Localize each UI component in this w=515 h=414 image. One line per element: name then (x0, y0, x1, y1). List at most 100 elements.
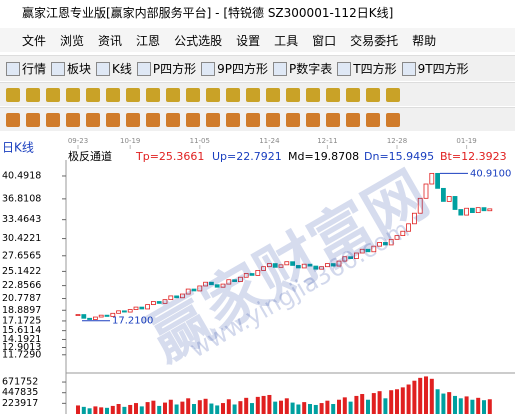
tool-icon[interactable] (166, 112, 180, 127)
tool-icon[interactable] (66, 87, 80, 102)
tool-icon[interactable] (306, 112, 320, 127)
tool-icon[interactable] (326, 112, 340, 127)
candle (406, 223, 412, 232)
indicator-param: Md=19.8708 (288, 150, 359, 163)
tool-icon[interactable] (286, 87, 300, 102)
tool-icon[interactable] (266, 112, 280, 127)
menu-item[interactable]: 浏览 (60, 33, 85, 48)
volume-bar (435, 389, 440, 414)
volume-bar (273, 401, 278, 414)
volume-bar (226, 399, 231, 414)
tool-icon[interactable] (226, 87, 240, 102)
tool-icon[interactable] (366, 87, 380, 102)
tool-icon[interactable] (366, 112, 380, 127)
candle (429, 172, 435, 185)
toolbar-button[interactable]: T四方形 (337, 60, 397, 77)
annotation: 40.9100 (470, 168, 511, 179)
tool-icon[interactable] (286, 112, 300, 127)
menu-item[interactable]: 江恩 (136, 33, 161, 48)
volume-bar (464, 396, 469, 414)
tool-icon[interactable] (246, 87, 260, 102)
candle (475, 207, 481, 214)
candle (411, 212, 417, 225)
tool-icon[interactable] (106, 87, 120, 102)
tool-icon[interactable] (206, 112, 220, 127)
menu-item[interactable]: 窗口 (312, 33, 337, 48)
candle (87, 317, 92, 320)
volume-bar (151, 400, 156, 414)
tool-icon[interactable] (386, 87, 400, 102)
y-tick-label: 11.7290 (2, 349, 41, 360)
menu-item[interactable]: 公式选股 (174, 33, 223, 48)
y-tick-label: 30.4221 (2, 233, 41, 244)
tool-icon[interactable] (166, 87, 180, 102)
toolbar-button[interactable]: 9P四方形 (201, 60, 268, 77)
tool-icon[interactable] (346, 112, 360, 127)
volume-bar (400, 387, 405, 414)
menu-item[interactable]: 工具 (274, 33, 299, 48)
menu-item[interactable]: 交易委托 (350, 33, 399, 48)
date-label: 01-19 (456, 137, 476, 145)
candle (162, 299, 168, 304)
tool-icon[interactable] (46, 112, 60, 127)
tool-icon[interactable] (66, 112, 80, 127)
volume-tick-label: 671752 (2, 377, 38, 388)
tool-icon[interactable] (206, 87, 220, 102)
volume-bar (342, 397, 347, 414)
candle (278, 264, 284, 268)
candle (168, 295, 174, 301)
tool-icon[interactable] (306, 87, 320, 102)
candle (382, 242, 388, 246)
toolbar-button[interactable]: K线 (96, 60, 132, 77)
tool-icon[interactable] (186, 112, 200, 127)
tool-icon[interactable] (86, 87, 100, 102)
tool-icon[interactable] (146, 112, 160, 127)
tool-icon[interactable] (346, 87, 360, 102)
tool-icon[interactable] (386, 112, 400, 127)
menu-item[interactable]: 资讯 (98, 33, 123, 48)
toolbar-button[interactable]: P数字表 (273, 60, 332, 77)
volume-bar (458, 398, 463, 414)
tool-icon[interactable] (126, 87, 140, 102)
toolbar-button[interactable]: 9T四方形 (401, 60, 469, 77)
tool-icon[interactable] (326, 87, 340, 102)
tool-icon[interactable] (6, 112, 20, 127)
tool-icon[interactable] (26, 87, 40, 102)
candle (330, 263, 336, 267)
tool-icon[interactable] (246, 112, 260, 127)
y-tick-label: 20.7787 (2, 293, 41, 304)
toolbar-button[interactable]: P四方形 (136, 60, 196, 77)
menu-item[interactable]: 文件 (22, 33, 47, 48)
tool-icon[interactable] (106, 112, 120, 127)
button-label: P数字表 (289, 62, 333, 76)
tool-icon[interactable] (266, 87, 280, 102)
button-label: T四方形 (353, 62, 397, 76)
menu-item[interactable]: 设置 (236, 33, 261, 48)
volume-bar (313, 404, 318, 414)
candle (359, 248, 365, 254)
tool-icon[interactable] (26, 112, 40, 127)
date-label: 11-24 (259, 137, 280, 145)
toolbar-button[interactable]: 行情 (6, 60, 46, 77)
candle (185, 288, 191, 295)
tool-icon[interactable] (86, 112, 100, 127)
indicator-param: Dn=15.9495 (364, 150, 434, 163)
y-tick-label: 22.8566 (2, 280, 41, 291)
volume-bar (261, 395, 266, 414)
volume-bar (139, 406, 144, 414)
volume-bar (360, 394, 365, 414)
tool-icon[interactable] (146, 87, 160, 102)
tool-icon[interactable] (126, 112, 140, 127)
y-tick-label: 12.9013 (2, 342, 41, 353)
tool-icon[interactable] (186, 87, 200, 102)
candle (232, 279, 238, 283)
tool-icon[interactable] (6, 87, 20, 102)
menu-item[interactable]: 帮助 (412, 33, 437, 48)
volume-bar (180, 401, 185, 414)
candle (290, 261, 296, 266)
tool-icon[interactable] (46, 87, 60, 102)
volume-bar (302, 402, 307, 414)
tool-icon[interactable] (226, 112, 240, 127)
toolbar-button[interactable]: 板块 (51, 60, 91, 77)
candle (243, 273, 249, 278)
